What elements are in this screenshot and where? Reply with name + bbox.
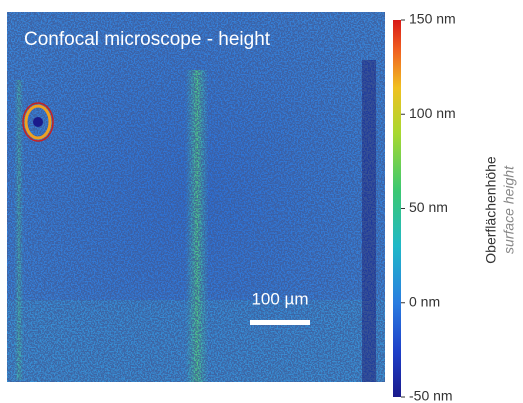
- colorbar-subtitle: surface height: [501, 165, 517, 254]
- colorbar-title: Oberflächenhöhe: [483, 156, 499, 264]
- colorbar-tick-label: 0 nm: [409, 293, 440, 309]
- colorbar-tick-label: -50 nm: [409, 388, 453, 403]
- colorbar-tick-label: 150 nm: [409, 11, 456, 27]
- colorbar-tick-label: 50 nm: [409, 199, 448, 215]
- scale-bar: [250, 320, 310, 325]
- colorbar: [393, 20, 401, 397]
- page: Confocal microscope - height 100 µm Ober…: [0, 0, 523, 403]
- microscope-image: [7, 12, 385, 382]
- scale-bar-label: 100 µm: [251, 289, 308, 308]
- colorbar-tick-label: 100 nm: [409, 105, 456, 121]
- image-title: Confocal microscope - height: [24, 29, 271, 50]
